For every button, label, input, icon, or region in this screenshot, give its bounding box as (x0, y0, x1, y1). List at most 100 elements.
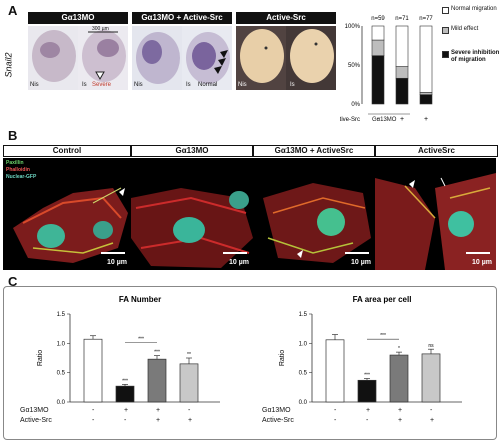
stack-bar-segment (419, 25, 433, 93)
fa-number-y-tick: 0.0 (57, 400, 66, 406)
c1-r1-v0: - (92, 407, 95, 414)
embryo-image-3: Nis Is (236, 26, 336, 90)
fa-number-bar (115, 385, 135, 403)
embryo-image-2: Nis Is Normal (132, 26, 232, 90)
legend-normal: Normal migration (442, 6, 500, 14)
panel-b-label: B (8, 128, 18, 143)
fa-number-sig-label: ** (187, 352, 191, 358)
legend-mild: Mild effect (442, 26, 500, 34)
stack-bar-segment (395, 25, 409, 67)
fa-area-y-tick: 0.5 (299, 371, 308, 377)
fa-number-sig-label: *** (154, 350, 160, 356)
legend-normal-swatch (442, 7, 449, 14)
stack-n-label: n=71 (395, 16, 409, 22)
fa-area-sig-label: *** (364, 373, 370, 379)
fa-number-bar (147, 358, 167, 403)
c1-row2-label: Active-Src (20, 417, 52, 424)
fa-area-sig-label: * (398, 346, 400, 352)
fa-area-bracket-label: *** (380, 333, 386, 339)
stack-bar-segment (419, 92, 433, 95)
c1-row1-label: Gα13MO (20, 407, 49, 414)
scale-bar-src (466, 252, 490, 254)
c2-treatment-table: Gα13MO Active-Src - + + - - - + + (262, 407, 472, 429)
stack-row2-label: Active-Src (340, 117, 360, 123)
fa-area-sig-label: ns (428, 343, 434, 349)
fa-number-y-tick: 1.0 (57, 341, 66, 347)
c2-r2-v3: + (430, 417, 435, 424)
micrograph-g13mo-src: 10 µm (253, 158, 375, 270)
stack-bar-segment (419, 94, 433, 105)
scale-bar-g13mo (223, 252, 247, 254)
a-header-2: Gα13MO + Active-Src (132, 12, 232, 24)
fa-number-bar (179, 363, 199, 403)
fa-area-y-tick: 1.0 (299, 341, 308, 347)
c2-r1-v2: + (398, 407, 403, 414)
c1-r1-v1: + (124, 407, 129, 414)
scale-text-src: 10 µm (472, 259, 492, 266)
micrograph-g13mo: 10 µm (131, 158, 253, 270)
stack-bar-segment (371, 25, 385, 41)
c1-r1-v3: - (188, 407, 191, 414)
fa-number-bracket-label: *** (138, 337, 144, 343)
panel-c-label: C (8, 274, 18, 289)
micrograph-src: 10 µm (375, 158, 496, 270)
fa-number-bar (83, 338, 103, 403)
c1-r2-v3: + (188, 417, 193, 424)
fa-number-y-tick: 0.5 (57, 371, 66, 377)
stain-phalloidin: Phalloidin (6, 167, 30, 173)
b-header-1: Control (3, 145, 131, 157)
stack-src-value: + (424, 116, 428, 123)
scale-text-control: 10 µm (107, 259, 127, 266)
c2-r1-v1: + (366, 407, 371, 414)
b-header-4: ActiveSrc (375, 145, 498, 157)
embryo3-nis: Nis (238, 82, 247, 88)
fa-area-y-tick: 1.5 (299, 312, 308, 318)
legend-severe-text: Severe inhibition of migration (451, 50, 500, 63)
migration-stacked-chart: 0% 50% 100% n=59 - n=71 + n=77 + Active-Src (340, 16, 433, 123)
c1-r2-v0: - (92, 417, 95, 424)
legend-severe: Severe inhibition of migration (442, 50, 500, 64)
embryo2-is: Is (186, 82, 191, 88)
c2-r1-v0: - (334, 407, 337, 414)
stack-y-tick: 100% (345, 24, 361, 30)
embryo2-nis: Nis (134, 82, 143, 88)
c2-r2-v0: - (334, 417, 337, 424)
embryo-image-1: Nis Is Severe 300 µm (28, 26, 128, 90)
embryo1-nis: Nis (30, 82, 39, 88)
stack-n-label: n=77 (419, 16, 433, 22)
embryo3-is: Is (290, 82, 295, 88)
stack-row1-label: Gα13MO (372, 117, 397, 123)
c1-r2-v2: + (156, 417, 161, 424)
fa-number-sig-label: *** (122, 378, 128, 384)
legend-normal-text: Normal migration (451, 6, 497, 12)
fa-area-bar (389, 354, 409, 403)
embryo1-is: Is (82, 82, 87, 88)
stack-y-tick: 0% (351, 102, 360, 108)
stack-legend: Normal migration Mild effect Severe inhi… (442, 6, 500, 64)
embryo1-severe: Severe (92, 82, 112, 88)
fa-number-y-tick: 1.5 (57, 312, 66, 318)
fa-area-bar (357, 379, 377, 403)
c2-r2-v1: - (366, 417, 369, 424)
c2-row1-label: Gα13MO (262, 407, 291, 414)
a-header-1: Gα13MO (28, 12, 128, 24)
b-header-2: Gα13MO (131, 145, 253, 157)
scale-bar-control (101, 252, 125, 254)
fa-area-bar (325, 339, 345, 403)
stack-bar-segment (371, 55, 385, 105)
legend-severe-swatch (442, 51, 449, 58)
stack-bar-segment (395, 66, 409, 79)
stack-y-tick: 50% (348, 63, 361, 69)
stack-bar-segment (395, 77, 409, 105)
a-header-3: Active-Src (236, 12, 336, 24)
scale-bar-300: 300 µm (92, 26, 109, 32)
stack-src-value: + (400, 116, 404, 123)
fa-area-title: FA area per cell (353, 295, 412, 304)
embryo2-normal: Normal (198, 82, 218, 88)
fa-number-title: FA Number (119, 295, 161, 304)
c1-r1-v2: + (156, 407, 161, 414)
legend-mild-text: Mild effect (451, 26, 479, 32)
fa-area-y-tick: 0.0 (299, 400, 308, 406)
